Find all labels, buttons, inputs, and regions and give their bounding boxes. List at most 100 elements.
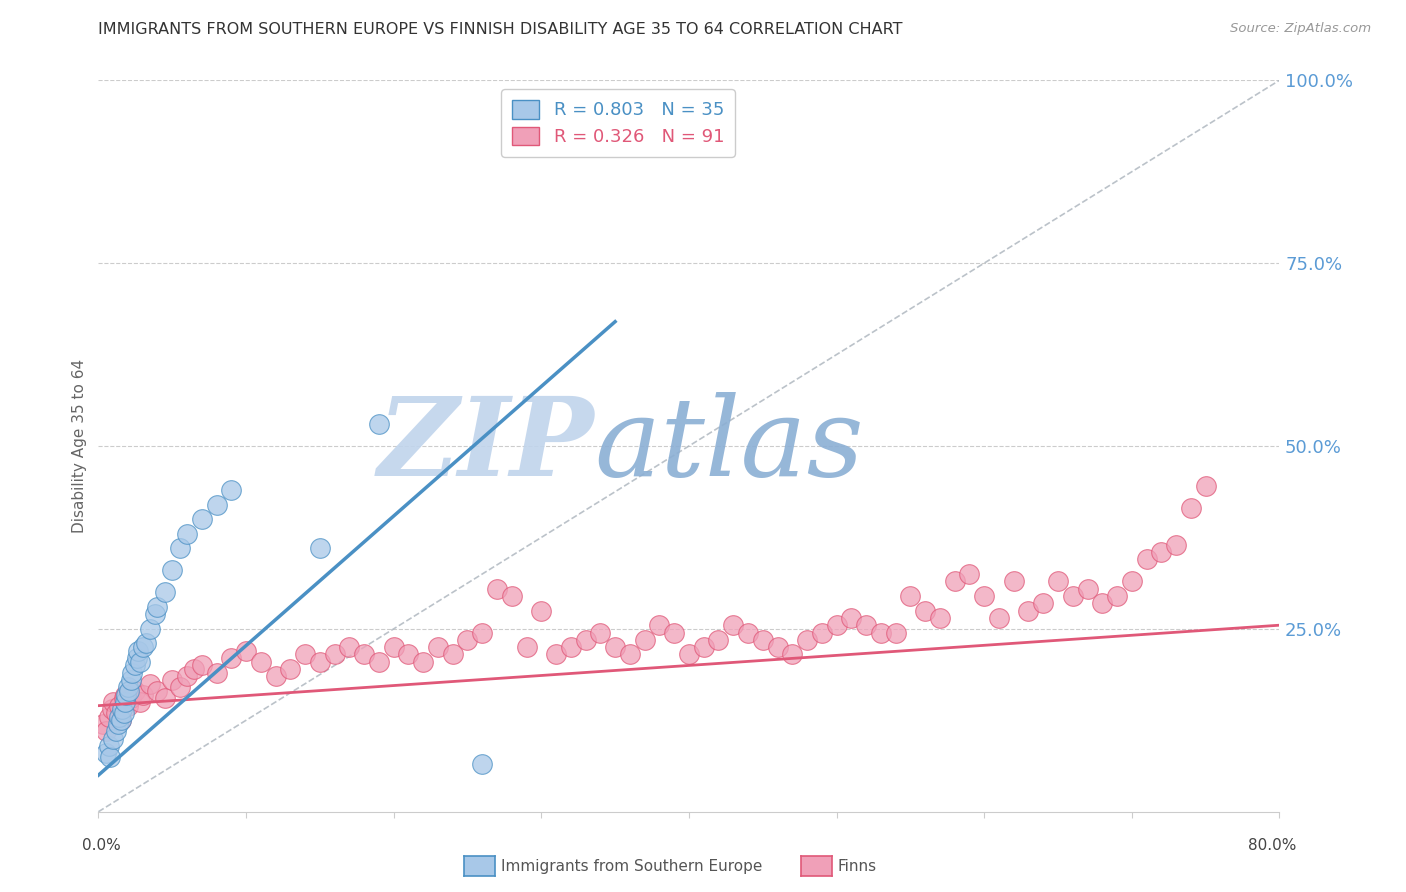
Point xyxy=(115,688,138,702)
Point xyxy=(139,676,162,690)
Point xyxy=(869,625,891,640)
Point xyxy=(1017,603,1039,617)
Point xyxy=(1062,589,1084,603)
Point xyxy=(132,688,155,702)
Point xyxy=(456,632,478,647)
Point xyxy=(737,625,759,640)
Point xyxy=(146,599,169,614)
Point xyxy=(1121,574,1143,589)
Point xyxy=(928,611,950,625)
Point xyxy=(120,691,142,706)
Point xyxy=(121,665,143,680)
Point xyxy=(471,757,494,772)
Point xyxy=(441,648,464,662)
Point xyxy=(1164,538,1187,552)
Point xyxy=(1105,589,1128,603)
Point xyxy=(959,567,981,582)
Point xyxy=(127,644,149,658)
Point xyxy=(105,724,128,739)
Point xyxy=(162,673,183,687)
Point xyxy=(110,714,132,728)
Point xyxy=(146,684,169,698)
Point xyxy=(117,681,139,695)
Point xyxy=(987,611,1010,625)
Point xyxy=(309,541,332,556)
Point xyxy=(516,640,538,655)
Point xyxy=(125,651,148,665)
Point xyxy=(191,658,214,673)
Point xyxy=(110,714,132,728)
Point xyxy=(162,563,183,577)
Point xyxy=(114,695,136,709)
Point xyxy=(382,640,405,655)
Point xyxy=(98,749,121,764)
Point xyxy=(124,684,146,698)
Point xyxy=(143,607,166,622)
Point xyxy=(205,498,228,512)
Point xyxy=(782,648,804,662)
Point xyxy=(250,655,273,669)
Point xyxy=(103,731,125,746)
Point xyxy=(132,640,155,655)
Point xyxy=(118,684,141,698)
Point xyxy=(914,603,936,617)
Point xyxy=(751,632,773,647)
Point xyxy=(205,665,228,680)
Point xyxy=(1046,574,1069,589)
Point xyxy=(153,585,176,599)
Point xyxy=(139,622,162,636)
Point xyxy=(183,662,205,676)
Point xyxy=(97,739,120,753)
Point xyxy=(128,695,150,709)
Point xyxy=(560,640,582,655)
Point xyxy=(112,706,135,720)
Point xyxy=(664,625,686,640)
Point xyxy=(117,698,139,713)
Point xyxy=(94,746,117,760)
Legend: R = 0.803   N = 35, R = 0.326   N = 91: R = 0.803 N = 35, R = 0.326 N = 91 xyxy=(501,89,735,157)
Point xyxy=(120,673,142,687)
Text: Finns: Finns xyxy=(838,859,877,873)
Point xyxy=(97,709,120,723)
Point xyxy=(128,655,150,669)
Point xyxy=(368,655,391,669)
Point xyxy=(235,644,257,658)
Point xyxy=(100,702,122,716)
Point xyxy=(693,640,716,655)
Point xyxy=(707,632,730,647)
Point xyxy=(323,648,346,662)
Point xyxy=(108,698,131,713)
Point xyxy=(107,717,129,731)
Point xyxy=(766,640,789,655)
Point xyxy=(91,717,114,731)
Point xyxy=(176,526,198,541)
Point xyxy=(353,648,375,662)
Point xyxy=(633,632,655,647)
Point xyxy=(105,706,128,720)
Point xyxy=(810,625,832,640)
Text: IMMIGRANTS FROM SOUTHERN EUROPE VS FINNISH DISABILITY AGE 35 TO 64 CORRELATION C: IMMIGRANTS FROM SOUTHERN EUROPE VS FINNI… xyxy=(98,22,903,37)
Text: Immigrants from Southern Europe: Immigrants from Southern Europe xyxy=(501,859,762,873)
Point xyxy=(1150,545,1173,559)
Point xyxy=(221,651,243,665)
Point xyxy=(278,662,302,676)
Point xyxy=(114,688,136,702)
Point xyxy=(825,618,848,632)
Point xyxy=(103,695,125,709)
Point xyxy=(723,618,745,632)
Point xyxy=(339,640,360,655)
Point xyxy=(412,655,434,669)
Point xyxy=(427,640,450,655)
Point xyxy=(678,648,700,662)
Point xyxy=(973,589,995,603)
Point xyxy=(108,709,131,723)
Point xyxy=(111,702,134,716)
Point xyxy=(471,625,494,640)
Point xyxy=(546,648,568,662)
Point xyxy=(943,574,966,589)
Point xyxy=(841,611,863,625)
Point xyxy=(221,483,243,497)
Point xyxy=(112,691,135,706)
Point xyxy=(1077,582,1099,596)
Point xyxy=(1135,552,1157,566)
